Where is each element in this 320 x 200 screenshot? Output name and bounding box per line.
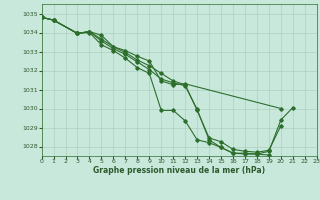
X-axis label: Graphe pression niveau de la mer (hPa): Graphe pression niveau de la mer (hPa) bbox=[93, 166, 265, 175]
